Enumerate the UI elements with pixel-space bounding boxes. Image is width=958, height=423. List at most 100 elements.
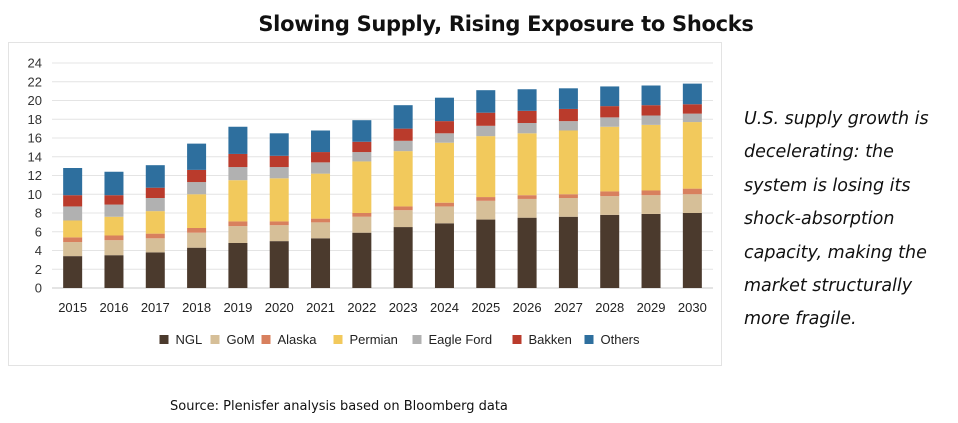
bar-segment <box>228 226 248 243</box>
bar-segment <box>558 88 578 109</box>
bar-segment <box>311 173 331 219</box>
bar-segment <box>187 232 207 248</box>
x-tick-label: 2017 <box>141 300 170 315</box>
bar-segment <box>434 206 454 224</box>
bar-segment <box>476 125 496 137</box>
bar-segment <box>352 213 372 217</box>
chart-panel: 0 2 4 6 8 10 12 14 16 18 20 22 24 2015 2016 2017 2018 201… <box>8 42 722 366</box>
bar-segment <box>63 206 83 221</box>
bar-segment <box>641 190 661 196</box>
chart-title: Slowing Supply, Rising Exposure to Shock… <box>258 12 754 36</box>
bar-segment <box>682 113 702 123</box>
y-tick-label: 16 <box>28 131 42 146</box>
x-tick-label: 2020 <box>265 300 294 315</box>
legend-swatch <box>159 335 169 344</box>
bar-segment <box>63 242 83 257</box>
bar-segment <box>187 143 207 170</box>
y-tick-label: 4 <box>35 243 42 258</box>
x-tick-label: 2022 <box>347 300 376 315</box>
bar-segment <box>558 121 578 131</box>
bar-segment <box>311 162 331 174</box>
legend-swatch <box>261 335 271 344</box>
bar-segment <box>682 194 702 213</box>
commentary-text: U.S. supply growth is decelerating: the … <box>744 109 929 330</box>
bar-segment <box>187 182 207 195</box>
bar-segment <box>145 252 165 288</box>
bar-segment <box>641 213 661 288</box>
bar-segment <box>352 120 372 142</box>
bar-segment <box>393 151 413 207</box>
y-tick-label: 20 <box>28 93 42 108</box>
source-note: Source: Plenisfer analysis based on Bloo… <box>170 399 508 414</box>
bar-segment <box>104 255 124 288</box>
bar-segment <box>269 221 289 226</box>
bar-segment <box>228 243 248 288</box>
y-tick-label: 6 <box>35 224 42 239</box>
bar-segment <box>269 225 289 242</box>
bar-segment <box>393 128 413 141</box>
legend-label: Eagle Ford <box>429 332 493 347</box>
bar-segment <box>187 247 207 288</box>
bar-segment <box>269 155 289 168</box>
bar-segment <box>352 152 372 162</box>
bar-segment <box>641 115 661 125</box>
bar-segment <box>517 217 537 288</box>
bar-segment <box>352 232 372 288</box>
legend-label: NGL <box>176 332 203 347</box>
bar-segment <box>600 106 620 118</box>
bar-segment <box>187 228 207 233</box>
bar-segment <box>476 219 496 288</box>
legend-swatch <box>584 335 594 344</box>
bar-segment <box>145 233 165 239</box>
y-tick-label: 10 <box>28 187 42 202</box>
bar-segment <box>145 238 165 253</box>
legend-swatch <box>512 335 522 344</box>
bar-segment <box>476 90 496 113</box>
bar-segment <box>104 195 124 205</box>
bar-segment <box>187 169 207 183</box>
bar-segment <box>352 141 372 153</box>
x-tick-label: 2025 <box>471 300 500 315</box>
bar-segment <box>104 216 124 236</box>
y-tick-label: 14 <box>28 149 42 164</box>
bar-segment <box>517 198 537 218</box>
bar-segment <box>476 197 496 201</box>
legend-label: Alaska <box>278 332 318 347</box>
bar-segment <box>352 161 372 213</box>
bar-segment <box>641 124 661 191</box>
bar-segment <box>517 89 537 111</box>
bar-segment <box>434 133 454 143</box>
bar-segment <box>641 195 661 214</box>
bar-segment <box>311 218 331 223</box>
bar-segment <box>600 117 620 127</box>
bar-segment <box>558 194 578 198</box>
bar-segment <box>517 110 537 123</box>
x-tick-label: 2027 <box>554 300 583 315</box>
bar-segment <box>682 188 702 195</box>
bar-segment <box>641 105 661 116</box>
y-tick-label: 0 <box>35 281 42 296</box>
legend-label: Others <box>601 332 641 347</box>
x-tick-label: 2015 <box>58 300 87 315</box>
bar-segment <box>434 121 454 134</box>
bar-segment <box>558 198 578 217</box>
bar-segment <box>311 130 331 153</box>
bar-segment <box>228 221 248 227</box>
x-tick-label: 2023 <box>389 300 418 315</box>
bar-segment <box>311 222 331 239</box>
y-tick-label: 2 <box>35 262 42 277</box>
x-tick-label: 2029 <box>637 300 666 315</box>
bar-segment <box>393 206 413 211</box>
bar-segment <box>393 227 413 288</box>
bar-segment <box>600 196 620 215</box>
bar-segment <box>434 223 454 288</box>
bar-segment <box>311 152 331 163</box>
bar-segment <box>63 256 83 288</box>
bar-segment <box>228 153 248 168</box>
bar-segment <box>476 112 496 126</box>
bar-segment <box>145 187 165 198</box>
bar-segment <box>228 126 248 154</box>
bar-segment <box>517 123 537 134</box>
legend-swatch <box>210 335 220 344</box>
bar-segment <box>517 195 537 199</box>
